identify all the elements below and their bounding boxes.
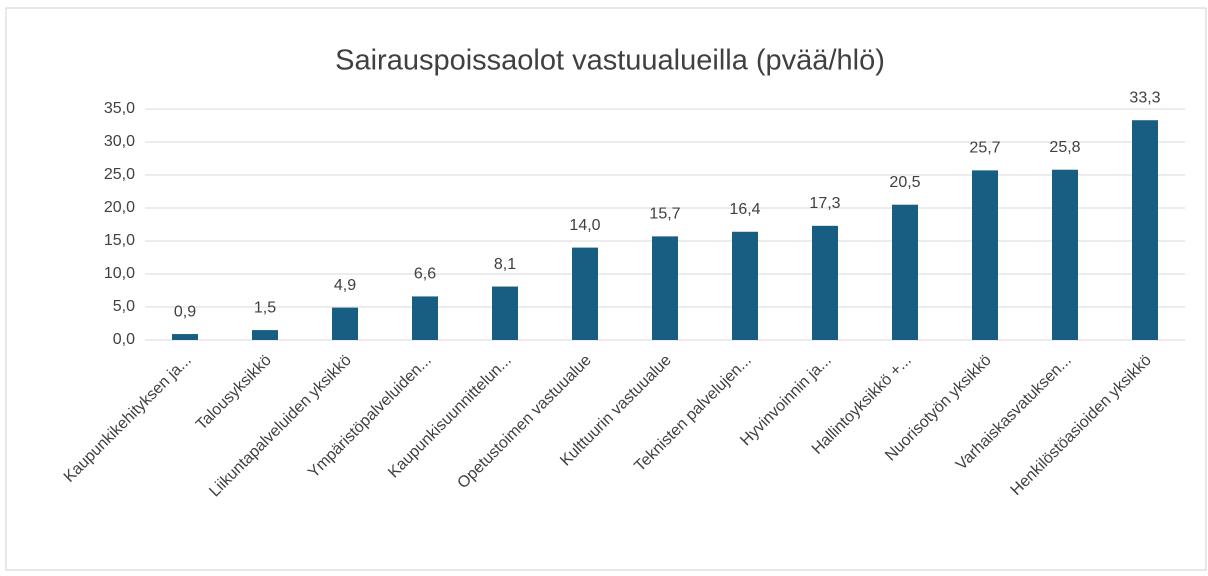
y-tick-label: 10,0: [104, 265, 135, 282]
data-label: 1,5: [254, 299, 276, 316]
bar: [892, 204, 918, 340]
y-tick-label: 35,0: [104, 100, 135, 117]
bar: [492, 286, 518, 340]
bar: [972, 170, 998, 340]
bar: [412, 296, 438, 340]
data-label: 17,3: [809, 195, 840, 212]
data-label: 20,5: [889, 174, 920, 191]
chart-frame: [5, 7, 1207, 571]
bar: [252, 330, 278, 340]
y-tick-label: 25,0: [104, 166, 135, 183]
y-tick-label: 30,0: [104, 133, 135, 150]
chart-title: Sairauspoissaolot vastuualueilla (pvää/h…: [335, 45, 885, 77]
data-label: 6,6: [414, 266, 436, 283]
data-label: 4,9: [334, 277, 356, 294]
bar: [172, 334, 198, 340]
data-label: 25,8: [1049, 139, 1080, 156]
bar: [652, 236, 678, 340]
data-label: 8,1: [494, 256, 516, 273]
y-tick-label: 20,0: [104, 199, 135, 216]
y-tick-label: 15,0: [104, 232, 135, 249]
bar: [812, 225, 838, 340]
bar: [572, 247, 598, 340]
y-tick-label: 5,0: [113, 298, 135, 315]
data-label: 16,4: [729, 201, 760, 218]
data-label: 0,9: [174, 303, 196, 320]
y-tick-label: 0,0: [113, 331, 135, 348]
data-label: 14,0: [569, 217, 600, 234]
data-label: 15,7: [649, 206, 680, 223]
data-label: 33,3: [1129, 89, 1160, 106]
data-label: 25,7: [969, 140, 1000, 157]
bar: [1132, 120, 1158, 340]
bar: [1052, 169, 1078, 340]
bar: [732, 231, 758, 340]
bar: [332, 307, 358, 340]
